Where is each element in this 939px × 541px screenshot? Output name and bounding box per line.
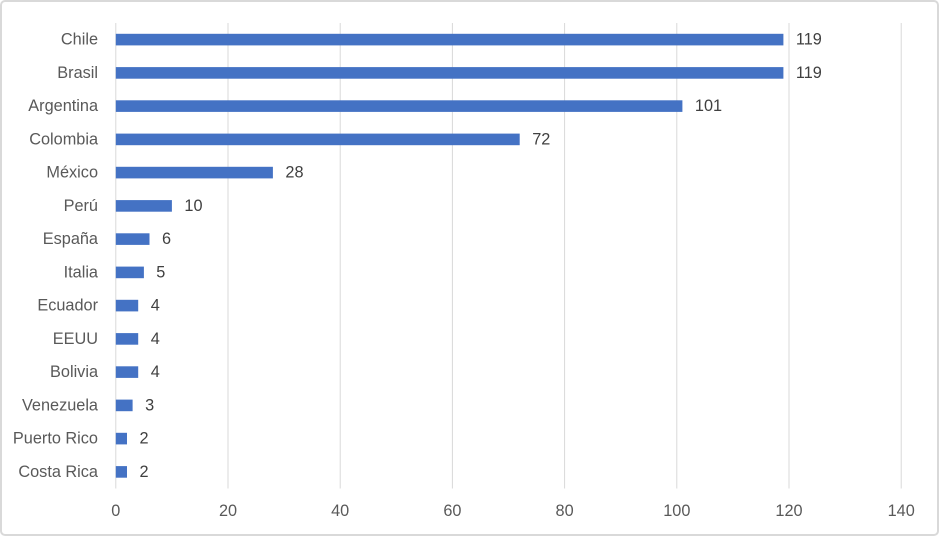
- svg-text:20: 20: [219, 502, 237, 520]
- svg-text:2: 2: [140, 463, 149, 481]
- svg-text:60: 60: [443, 502, 461, 520]
- svg-text:120: 120: [775, 502, 802, 520]
- svg-text:6: 6: [162, 230, 171, 248]
- svg-text:México: México: [46, 164, 98, 182]
- svg-text:80: 80: [556, 502, 574, 520]
- svg-text:40: 40: [331, 502, 349, 520]
- svg-text:119: 119: [796, 64, 822, 82]
- svg-text:Argentina: Argentina: [28, 97, 99, 115]
- svg-text:4: 4: [151, 330, 160, 348]
- svg-text:119: 119: [796, 31, 822, 49]
- svg-text:101: 101: [695, 97, 722, 115]
- svg-text:140: 140: [888, 502, 915, 520]
- svg-text:4: 4: [151, 363, 160, 381]
- svg-text:Chile: Chile: [61, 31, 98, 49]
- svg-text:Colombia: Colombia: [29, 130, 99, 148]
- svg-text:28: 28: [285, 164, 303, 182]
- svg-text:Ecuador: Ecuador: [37, 297, 98, 315]
- svg-text:2: 2: [140, 430, 149, 448]
- svg-text:EEUU: EEUU: [53, 330, 98, 348]
- svg-text:Costa Rica: Costa Rica: [18, 463, 99, 481]
- svg-text:Brasil: Brasil: [57, 64, 98, 82]
- svg-text:Bolivia: Bolivia: [50, 363, 99, 381]
- svg-text:10: 10: [184, 197, 202, 215]
- svg-text:4: 4: [151, 297, 160, 315]
- svg-text:Perú: Perú: [64, 197, 98, 215]
- svg-text:100: 100: [663, 502, 690, 520]
- svg-text:Venezuela: Venezuela: [22, 396, 99, 414]
- svg-text:5: 5: [156, 263, 165, 281]
- svg-text:0: 0: [111, 502, 120, 520]
- svg-text:3: 3: [145, 396, 154, 414]
- svg-text:España: España: [43, 230, 99, 248]
- svg-text:Puerto Rico: Puerto Rico: [13, 430, 98, 448]
- svg-text:72: 72: [532, 130, 550, 148]
- svg-text:Italia: Italia: [64, 263, 99, 281]
